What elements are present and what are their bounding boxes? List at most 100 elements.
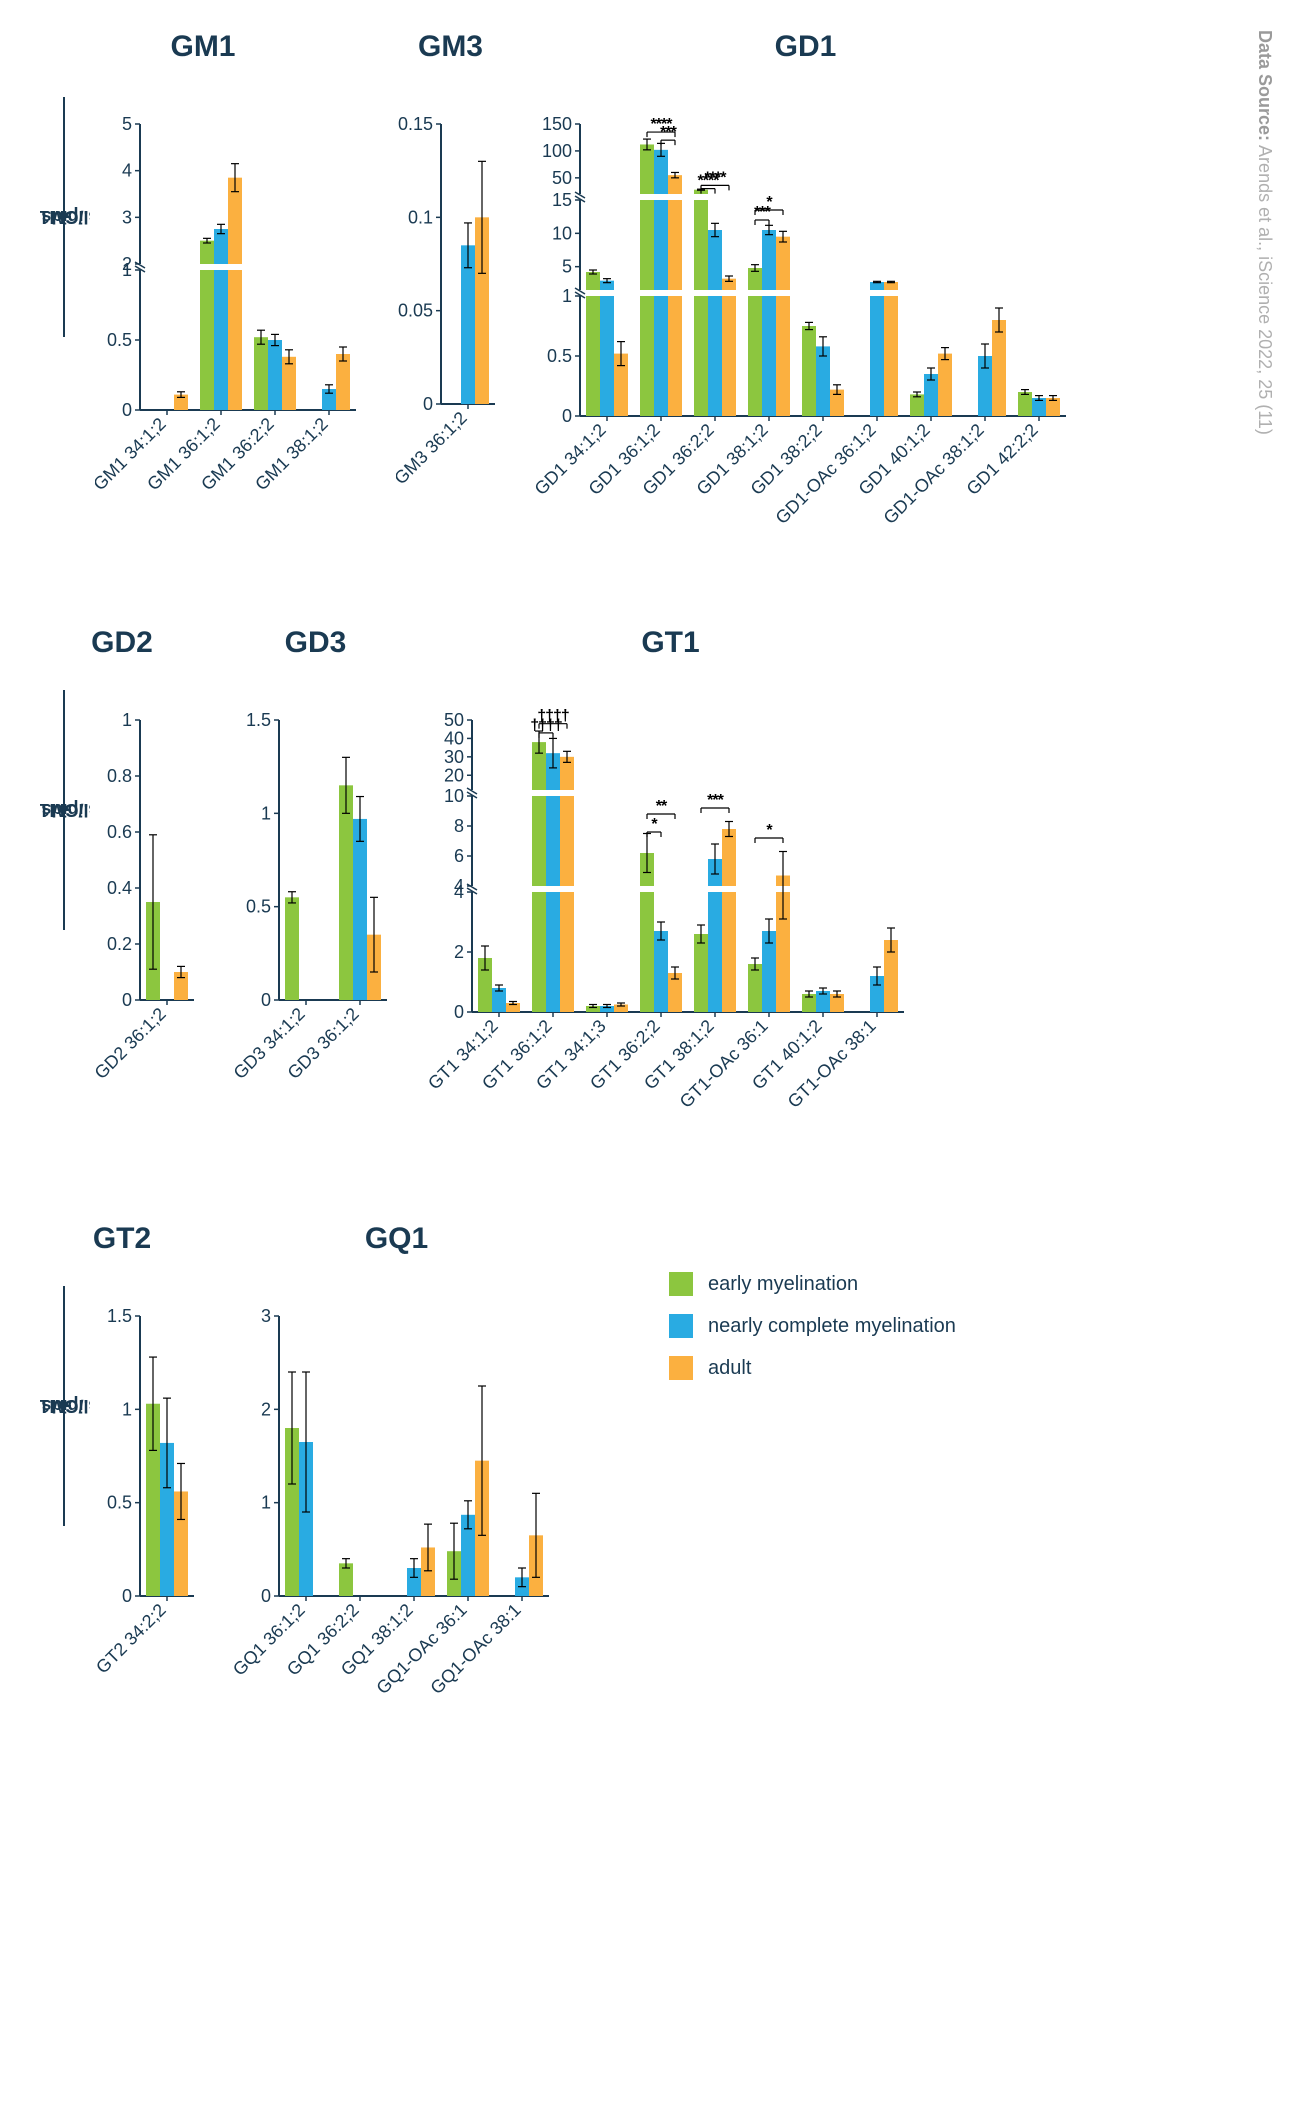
svg-text:††††: †††† [530, 717, 562, 734]
legend-swatch [669, 1356, 693, 1380]
svg-text:***: *** [707, 792, 724, 809]
svg-text:1: 1 [122, 260, 132, 280]
svg-text:0: 0 [454, 1002, 464, 1022]
svg-text:100: 100 [542, 141, 572, 161]
figure-container: GM1 (Intens./GM1 std.)total lipids (in pm… [40, 30, 1190, 1746]
legend-item: adult [669, 1356, 956, 1380]
panel-gm1: GM1 (Intens./GM1 std.)total lipids (in pm… [40, 30, 366, 560]
svg-text:0.5: 0.5 [547, 346, 572, 366]
chart-wrap: 00.511.5GD3 34:1;2GD3 36:1;2 [234, 670, 397, 1150]
chart-wrap: 0 0.05 0.1 0.15 GM3 36:1;2 [396, 74, 505, 554]
svg-text:1: 1 [261, 1493, 271, 1513]
svg-text:10: 10 [552, 223, 572, 243]
svg-text:0.15: 0.15 [398, 114, 433, 134]
svg-text:0.2: 0.2 [107, 934, 132, 954]
svg-text:0: 0 [122, 1586, 132, 1606]
svg-text:GD1-OAc 36:1;2: GD1-OAc 36:1;2 [772, 420, 880, 528]
svg-text:****: **** [705, 169, 728, 186]
chart-wrap: 0123GQ1 36:1;2GQ1 36:2;2GQ1 38:1;2GQ1-OA… [234, 1266, 559, 1746]
chart-wrap: 501001505101500.51GD1 34:1;2GD1 36:1;2GD… [535, 74, 1076, 566]
panel-gq1: GQ10123GQ1 36:1;2GQ1 36:2;2GQ1 38:1;2GQ1… [234, 1222, 559, 1746]
svg-text:total lipids (in pmol): total lipids (in pmol) [40, 1396, 90, 1416]
svg-text:0.5: 0.5 [107, 1493, 132, 1513]
svg-text:0.5: 0.5 [107, 330, 132, 350]
data-source-citation: Data Source: Arends et al., iScience 202… [1254, 30, 1275, 435]
chart-wrap: 2030405046810024GT1 34:1;2GT1 36:1;2GT1 … [427, 670, 914, 1162]
citation-prefix: Data Source: [1255, 30, 1275, 141]
legend-label: early myelination [708, 1273, 858, 1296]
chart-wrap: (Intens./GM1 std.)total lipids (in pmol)… [40, 74, 366, 560]
svg-text:GM3 36:1;2: GM3 36:1;2 [396, 408, 471, 489]
panel-title: GT1 [641, 626, 699, 660]
svg-text:30: 30 [444, 747, 464, 767]
panel-title: GM3 [418, 30, 483, 64]
svg-text:0: 0 [122, 400, 132, 420]
svg-text:1: 1 [261, 803, 271, 823]
svg-text:2: 2 [454, 942, 464, 962]
panel-gd2: GD2(Intens./GM1 std.)total lipids (in pm… [40, 626, 204, 1150]
svg-text:0.8: 0.8 [107, 766, 132, 786]
svg-text:1.5: 1.5 [107, 1306, 132, 1326]
panel-title: GD3 [285, 626, 347, 660]
legend: early myelination nearly complete myelina… [669, 1272, 956, 1398]
legend-label: nearly complete myelination [708, 1315, 956, 1338]
y-axis-label: (Intens./GM1 std.)total lipids (in pmol) [40, 670, 90, 950]
svg-text:0: 0 [562, 406, 572, 426]
chart-wrap: (Intens./GM1 std.)total lipids (in pmol)… [40, 670, 204, 1150]
svg-text:1: 1 [122, 710, 132, 730]
chart-wrap: (Intens./GM1 std.)total lipids (in pmol)… [40, 1266, 204, 1746]
svg-text:***: *** [660, 124, 677, 141]
panel-title: GT2 [93, 1222, 151, 1256]
svg-text:50: 50 [444, 710, 464, 730]
svg-text:*: * [651, 816, 658, 833]
svg-text:total lipids (in pmol): total lipids (in pmol) [40, 800, 90, 820]
svg-text:GD2 36:1;2: GD2 36:1;2 [95, 1004, 170, 1083]
svg-text:0.1: 0.1 [408, 207, 433, 227]
chart-row: GT2(Intens./GM1 std.)total lipids (in pm… [40, 1222, 1190, 1746]
panel-title: GQ1 [365, 1222, 428, 1256]
svg-text:20: 20 [444, 765, 464, 785]
svg-text:0.05: 0.05 [398, 301, 433, 321]
svg-text:4: 4 [454, 882, 464, 902]
legend-item: nearly complete myelination [669, 1314, 956, 1338]
svg-text:1.5: 1.5 [246, 710, 271, 730]
svg-text:***: *** [754, 204, 771, 221]
svg-text:0: 0 [261, 990, 271, 1010]
svg-text:8: 8 [454, 816, 464, 836]
y-axis-label: (Intens./GM1 std.)total lipids (in pmol) [40, 74, 90, 360]
svg-text:total lipids (in pmol): total lipids (in pmol) [40, 207, 90, 227]
panel-title: GD1 [775, 30, 837, 64]
svg-text:**: ** [656, 798, 668, 815]
y-axis-label: (Intens./GM1 std.)total lipids (in pmol) [40, 1266, 90, 1546]
legend-swatch [669, 1314, 693, 1338]
citation-text: Arends et al., iScience 2022, 25 (11) [1255, 141, 1275, 435]
svg-text:3: 3 [122, 207, 132, 227]
svg-text:0: 0 [261, 1586, 271, 1606]
svg-text:6: 6 [454, 846, 464, 866]
svg-text:*: * [766, 822, 773, 839]
svg-text:GT2 34:2;2: GT2 34:2;2 [95, 1600, 170, 1678]
legend-label: adult [708, 1357, 751, 1380]
svg-text:15: 15 [552, 190, 572, 210]
svg-text:5: 5 [122, 114, 132, 134]
svg-text:0.4: 0.4 [107, 878, 132, 898]
legend-item: early myelination [669, 1272, 956, 1296]
svg-text:4: 4 [122, 161, 132, 181]
svg-text:GD1-OAc 38:1;2: GD1-OAc 38:1;2 [880, 420, 988, 528]
svg-text:10: 10 [444, 786, 464, 806]
legend-swatch [669, 1272, 693, 1296]
panel-gd3: GD300.511.5GD3 34:1;2GD3 36:1;2 [234, 626, 397, 1150]
svg-text:50: 50 [552, 168, 572, 188]
panel-gm3: GM3 0 0.05 0.1 0.15 GM3 36:1;2 [396, 30, 505, 554]
svg-text:0: 0 [423, 394, 433, 414]
panel-gd1: GD1501001505101500.51GD1 34:1;2GD1 36:1;… [535, 30, 1076, 566]
svg-text:3: 3 [261, 1306, 271, 1326]
svg-text:40: 40 [444, 728, 464, 748]
svg-text:5: 5 [562, 257, 572, 277]
panel-title: GD2 [91, 626, 153, 660]
svg-text:0.5: 0.5 [246, 897, 271, 917]
panel-gt1: GT12030405046810024GT1 34:1;2GT1 36:1;2G… [427, 626, 914, 1162]
panel-gt2: GT2(Intens./GM1 std.)total lipids (in pm… [40, 1222, 204, 1746]
svg-text:1: 1 [122, 1399, 132, 1419]
panel-title: GM1 [170, 30, 235, 64]
